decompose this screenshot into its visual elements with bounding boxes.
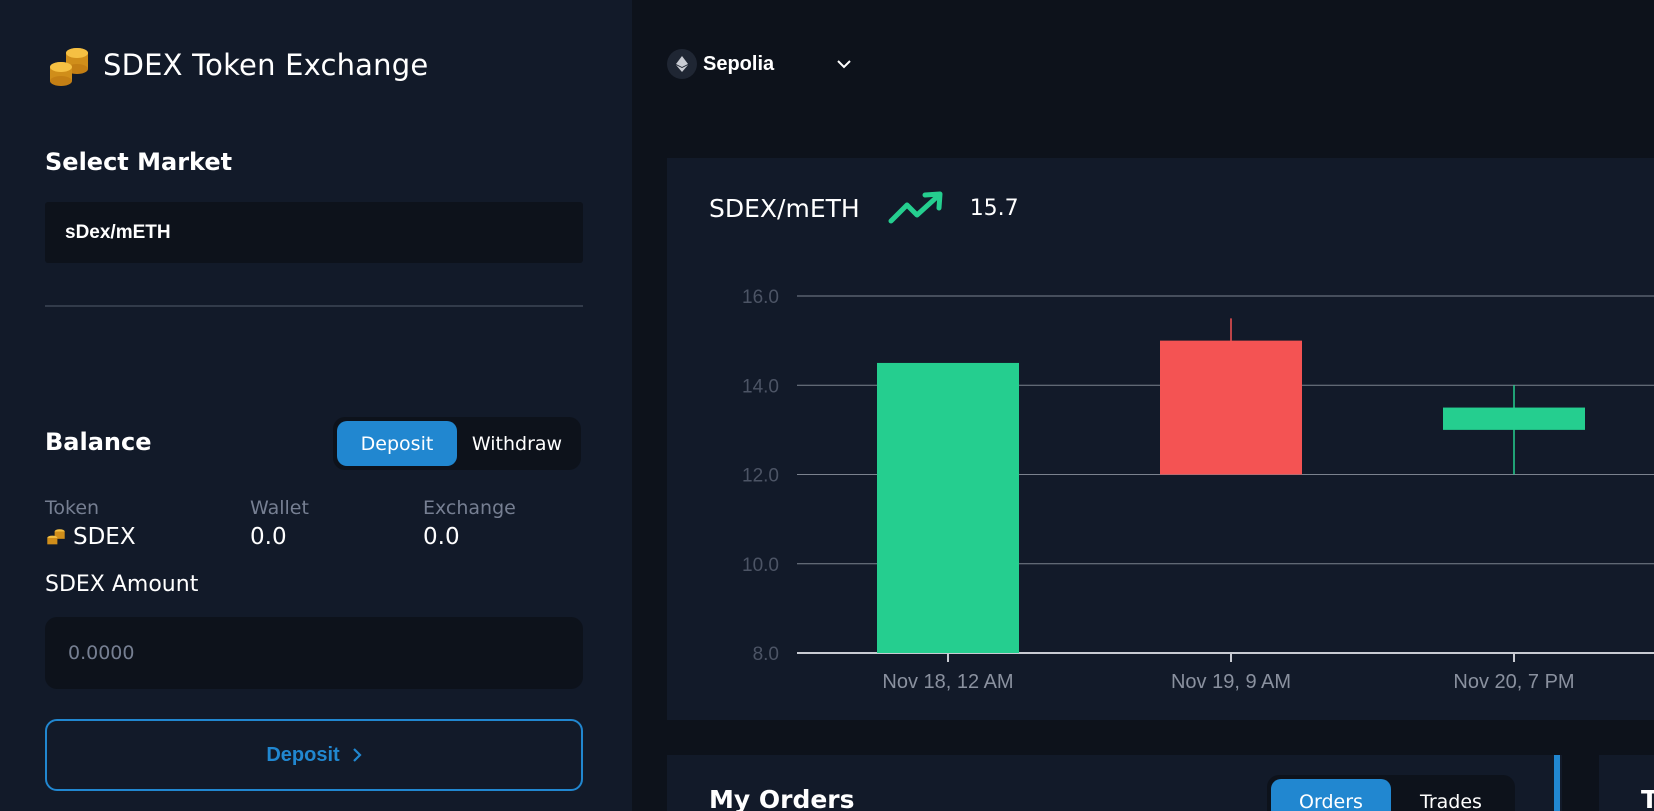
y-tick-label: 12.0 (742, 466, 779, 487)
candlestick-chart: 16.0 14.0 12.0 10.0 8.0 Nov 18, 12 AM Nov 19, … (742, 287, 1654, 693)
candle-body (1160, 340, 1302, 475)
y-tick-label: 10.0 (742, 555, 779, 576)
my-orders-card: My Orders Orders Trades (667, 755, 1562, 811)
divider (45, 305, 583, 307)
x-tick-label: Nov 19, 9 AM (1171, 671, 1291, 693)
x-tick-label: Nov 20, 7 PM (1453, 671, 1574, 693)
token-symbol: SDEX (73, 524, 136, 550)
candle-body (877, 362, 1019, 653)
y-tick-label: 14.0 (742, 376, 779, 397)
pair-label: SDEX/mETH (709, 193, 860, 223)
trend-up-icon (888, 191, 943, 224)
deposit-submit-button[interactable]: Deposit (45, 719, 583, 791)
balance-toggle: Deposit Withdraw (333, 417, 581, 470)
deposit-tab[interactable]: Deposit (337, 421, 457, 466)
ethereum-icon (667, 49, 697, 79)
y-tick-label: 16.0 (742, 287, 779, 308)
token-value: SDEX (45, 524, 136, 550)
coins-icon (47, 529, 65, 545)
candle-body (1443, 407, 1585, 430)
price-chart-card: SDEX/mETH 15.7 16.0 14.0 12.0 10.0 8.0 Nov 18… (667, 158, 1654, 720)
amount-input[interactable] (45, 617, 583, 689)
sidebar: SDEX Token Exchange Select Market sDex/m… (0, 0, 632, 811)
exchange-column-label: Exchange (423, 497, 516, 519)
app-title: SDEX Token Exchange (103, 48, 429, 82)
wallet-column-label: Wallet (250, 497, 309, 519)
token-column-label: Token (45, 497, 100, 519)
chevron-down-icon (837, 60, 851, 69)
deposit-submit-label: Deposit (266, 743, 340, 766)
market-select-value: sDex/mETH (65, 221, 171, 243)
y-tick-label: 8.0 (753, 644, 779, 665)
balance-title: Balance (45, 428, 152, 456)
chart-header: SDEX/mETH 15.7 (709, 188, 1019, 228)
scroll-indicator (1554, 755, 1560, 811)
x-tick-label: Nov 18, 12 AM (882, 671, 1013, 693)
current-price: 15.7 (969, 195, 1019, 221)
trades-tab[interactable]: Trades (1420, 790, 1482, 811)
orders-toggle: Orders Trades (1267, 775, 1515, 811)
trades-title: T (1641, 785, 1654, 811)
orders-tab[interactable]: Orders (1271, 779, 1391, 811)
trades-card: T (1599, 755, 1654, 811)
wallet-balance: 0.0 (250, 524, 287, 550)
market-select[interactable]: sDex/mETH (45, 202, 583, 263)
amount-label: SDEX Amount (45, 572, 199, 597)
select-market-title: Select Market (45, 148, 233, 176)
chevron-right-icon (352, 748, 362, 762)
main-content: Sepolia SDEX/mETH 15.7 16.0 14.0 12.0 10.0 8… (632, 0, 1654, 811)
coins-logo-icon (50, 48, 88, 86)
brand: SDEX Token Exchange (45, 40, 428, 90)
exchange-balance: 0.0 (423, 524, 460, 550)
withdraw-tab[interactable]: Withdraw (471, 432, 563, 455)
network-select[interactable]: Sepolia (667, 48, 852, 80)
my-orders-title: My Orders (709, 785, 855, 811)
network-name: Sepolia (703, 52, 775, 75)
